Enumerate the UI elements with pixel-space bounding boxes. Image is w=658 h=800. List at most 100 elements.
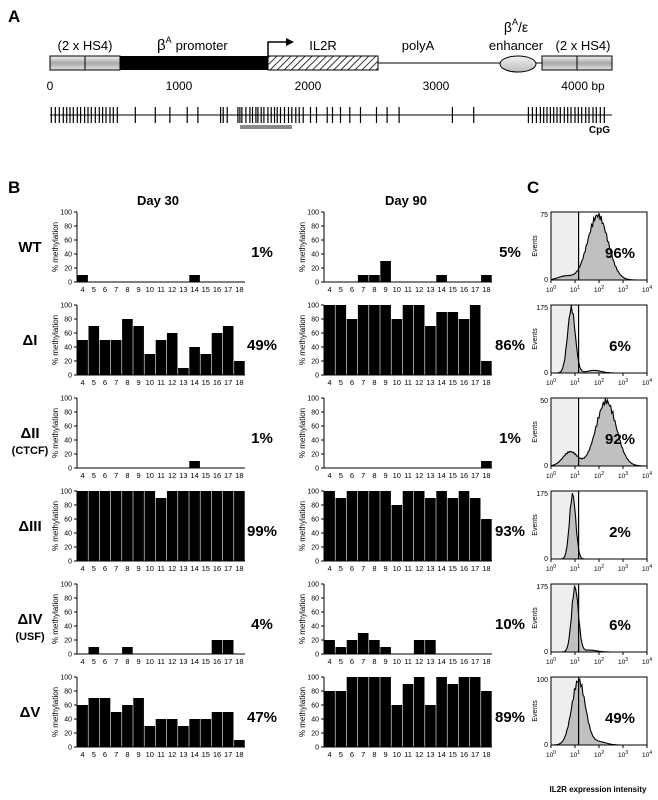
y-tick-label: 100 [307, 582, 319, 589]
day90-percent: 10% [495, 616, 525, 633]
x-tick-label: 16 [460, 378, 468, 387]
bar-day30-18 [234, 740, 245, 747]
x-tick-label: 6 [103, 471, 107, 480]
day30-title: Day 30 [137, 193, 179, 208]
enhancer-symbol: βA/ε [504, 17, 528, 35]
x-tick-label: 12 [168, 471, 176, 480]
decade-tick-label: 102 [594, 471, 604, 480]
x-tick-label: 17 [471, 657, 479, 666]
y-tick-label: 80 [64, 317, 72, 324]
promoter-word: promoter [176, 38, 229, 53]
y-tick-label: 20 [311, 731, 319, 738]
x-tick-label: 17 [471, 285, 479, 294]
decade-tick-label: 100 [546, 657, 556, 666]
x-tick-label: 13 [179, 564, 187, 573]
x-tick-label: 12 [168, 564, 176, 573]
x-tick-label: 4 [328, 378, 332, 387]
x-tick-label: 6 [103, 750, 107, 759]
x-tick-label: 18 [482, 378, 490, 387]
bar-day90-10 [391, 319, 403, 375]
bar-day90-11 [402, 491, 414, 561]
panel-c-label: C [527, 178, 539, 197]
x-tick-label: 10 [393, 285, 401, 294]
bar-day30-15 [200, 354, 212, 375]
bar-day90-16 [458, 319, 470, 375]
x-tick-label: 18 [482, 750, 490, 759]
x-tick-label: 12 [168, 657, 176, 666]
y-tick-label: 100 [60, 303, 72, 310]
y-tick-label: 20 [64, 638, 72, 645]
x-tick-label: 15 [449, 285, 457, 294]
x-tick-label: 15 [202, 285, 210, 294]
y-tick-label: 60 [311, 331, 319, 338]
y-tick-label: 20 [311, 545, 319, 552]
y-tick-label: 20 [311, 359, 319, 366]
x-tick-label: 17 [471, 471, 479, 480]
decade-tick-label: 101 [570, 285, 580, 294]
x-tick-label: 5 [92, 657, 96, 666]
row-label: ΔV [20, 704, 41, 721]
row-label: WT [18, 239, 41, 256]
y-tick-label: 80 [311, 689, 319, 696]
bar-day90-17 [469, 305, 481, 375]
bar-day90-6 [346, 319, 358, 375]
decade-tick-label: 102 [594, 378, 604, 387]
y-tick-label: 60 [311, 517, 319, 524]
x-tick-label: 8 [372, 564, 376, 573]
x-tick-label: 4 [328, 285, 332, 294]
x-tick-label: 12 [415, 750, 423, 759]
decade-tick-label: 101 [570, 378, 580, 387]
bar-day90-8 [369, 305, 380, 375]
x-tick-label: 8 [372, 285, 376, 294]
hs4-left-label: (2 x HS4) [58, 38, 113, 53]
x-tick-label: 14 [437, 378, 445, 387]
events-zero-label: 0 [544, 556, 548, 563]
x-tick-label: 14 [437, 564, 445, 573]
y-axis-label: % methylation [51, 315, 60, 365]
x-tick-label: 11 [157, 657, 165, 666]
bar-day90-6 [346, 491, 358, 561]
y-tick-label: 20 [311, 452, 319, 459]
decade-tick-label: 100 [546, 750, 556, 759]
x-tick-label: 8 [372, 378, 376, 387]
bar-day30-4 [77, 340, 88, 375]
bar-day30-11 [155, 719, 167, 747]
x-tick-label: 5 [339, 564, 343, 573]
x-tick-label: 12 [168, 285, 176, 294]
x-tick-label: 11 [404, 657, 412, 666]
decade-tick-label: 104 [642, 564, 652, 573]
y-tick-label: 60 [64, 610, 72, 617]
y-axis-label: % methylation [298, 687, 307, 737]
x-tick-label: 10 [146, 750, 154, 759]
histogram: 175 0 Events 100 101 102 103 104 6% [532, 583, 652, 666]
y-tick-label: 100 [60, 582, 72, 589]
x-tick-label: 8 [125, 285, 129, 294]
x-tick-label: 5 [339, 657, 343, 666]
y-tick-label: 0 [68, 280, 72, 287]
y-tick-label: 100 [307, 396, 319, 403]
x-tick-label: 11 [157, 378, 165, 387]
day30-percent: 99% [247, 523, 277, 540]
x-tick-label: 12 [415, 378, 423, 387]
y-axis-label: % methylation [298, 222, 307, 272]
x-tick-label: 4 [328, 471, 332, 480]
bar-day90-8 [369, 491, 380, 561]
y-tick-label: 40 [64, 531, 72, 538]
decade-tick-label: 103 [618, 471, 628, 480]
x-tick-label: 10 [146, 285, 154, 294]
x-tick-label: 14 [437, 657, 445, 666]
bar-day90-6 [346, 677, 358, 747]
bar-day30-4 [77, 275, 88, 282]
bar-day90-4 [324, 691, 335, 747]
day90-percent: 86% [495, 337, 525, 354]
bar-day30-17 [222, 491, 234, 561]
x-tick-label: 6 [350, 378, 354, 387]
histogram-xlabel: IL2R expression intensity [550, 785, 647, 794]
y-tick-label: 60 [311, 238, 319, 245]
x-tick-label: 4 [81, 750, 85, 759]
bar-day90-14 [436, 275, 447, 282]
x-tick-label: 14 [437, 285, 445, 294]
